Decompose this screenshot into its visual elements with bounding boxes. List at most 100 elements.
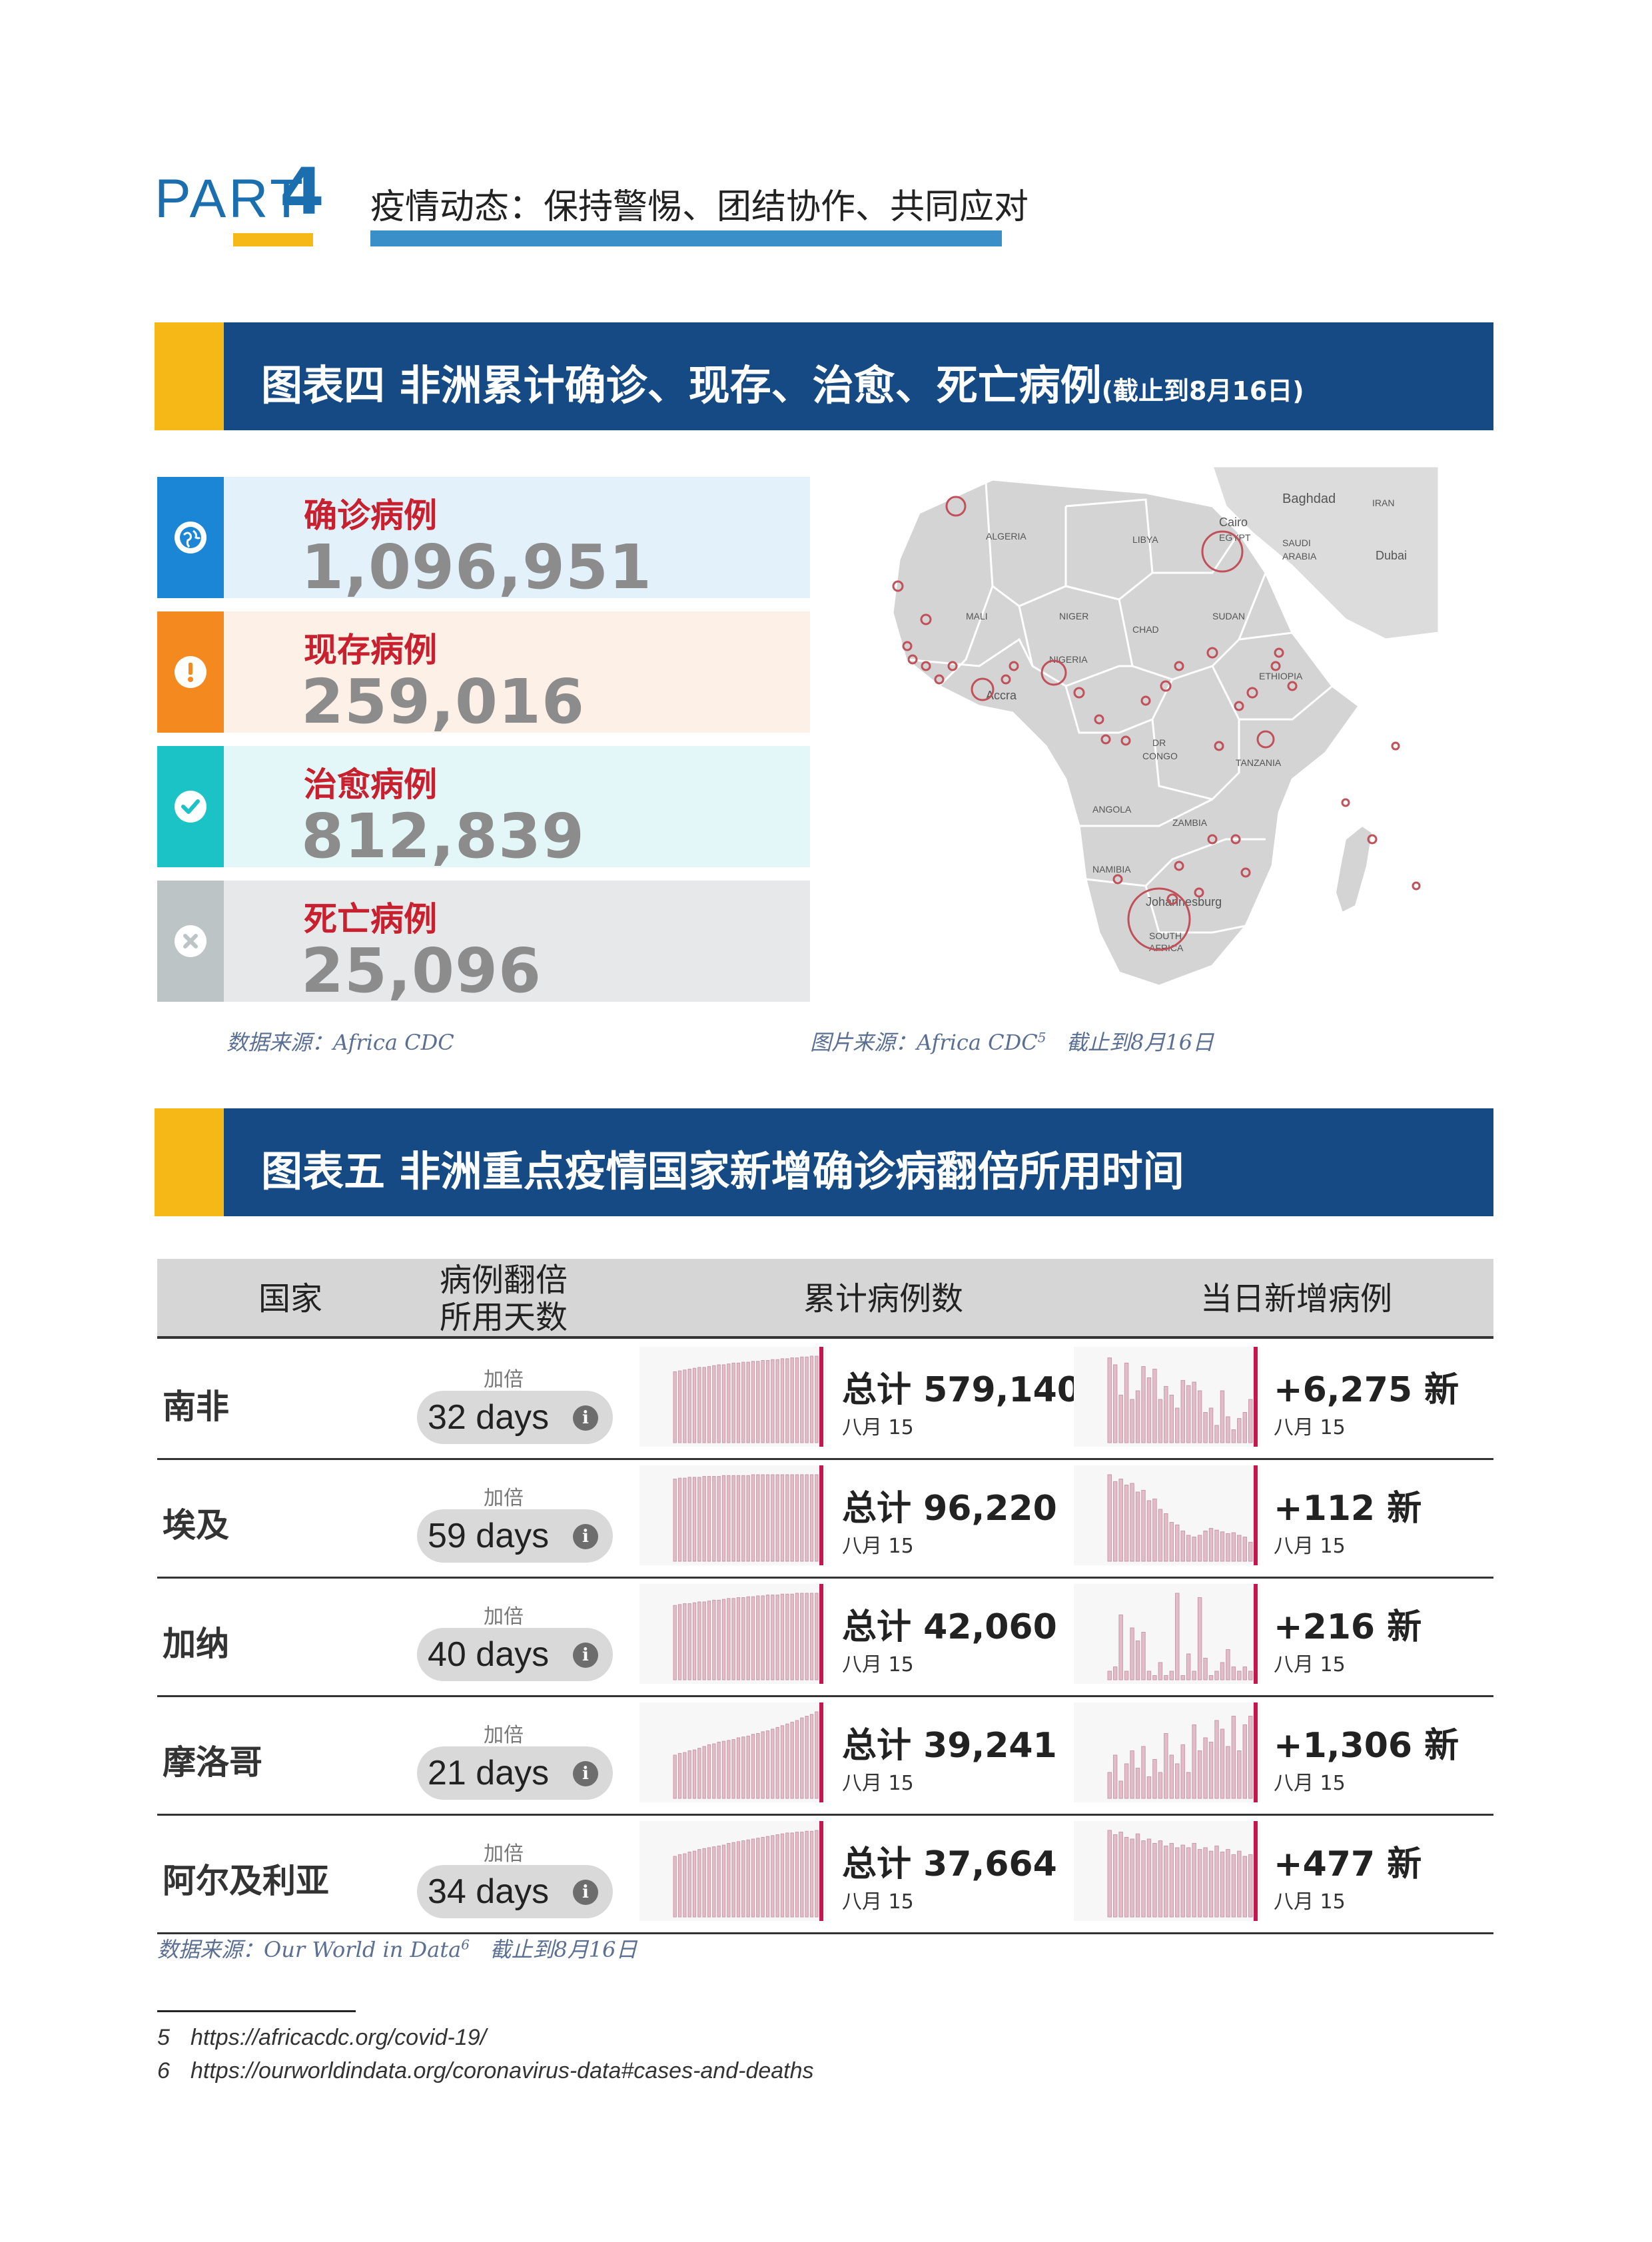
stat-card-label: 现存病例 [304, 631, 437, 669]
figure4-title: 图表四 非洲累计确诊、现存、治愈、死亡病例(截止到8月16日) [261, 352, 1304, 412]
sparkline-bar [761, 1595, 765, 1681]
sparkline-bar [1118, 1395, 1123, 1443]
sparkline-bar [1242, 1412, 1248, 1443]
sparkline-bar [1242, 1667, 1248, 1681]
sparkline-bar [702, 1848, 706, 1918]
sparkline-bar [1180, 1844, 1185, 1918]
country-name: 阿尔及利亚 [163, 1862, 329, 1900]
sparkline-bar [1203, 1847, 1208, 1918]
sparkline-bar [673, 1371, 677, 1443]
sparkline-bar [677, 1752, 682, 1799]
middle-east-shape [1211, 466, 1439, 641]
label-dubai: Dubai [1376, 549, 1407, 562]
footnote-link[interactable]: https://ourworldindata.org/coronavirus-d… [191, 2058, 814, 2083]
case-circle [1094, 714, 1104, 725]
case-circle [1240, 867, 1251, 878]
africa-shape [891, 478, 1361, 987]
stat-card-icon-box [157, 746, 224, 867]
sparkline-bar [751, 1596, 755, 1681]
sparkline-bar [746, 1475, 750, 1562]
sparkline-bar [790, 1832, 794, 1918]
sparkline-bar [1112, 1481, 1118, 1562]
case-circle [1230, 834, 1241, 845]
stat-card-value: 1,096,951 [301, 532, 652, 603]
info-icon[interactable]: i [573, 1880, 598, 1905]
cumulative-cases-sparkline [639, 1702, 826, 1802]
sparkline-bar [687, 1750, 691, 1799]
country-name: 埃及 [163, 1506, 229, 1545]
madagascar-shape [1334, 825, 1374, 914]
sparkline-bar [761, 1474, 765, 1562]
country-name: 加纳 [163, 1625, 229, 1663]
cumulative-cases-sparkline [639, 1584, 826, 1684]
table-row: 南非 加倍 32 days i 总计 579,140 八月 15 +6,275 新八月 15 [157, 1341, 1493, 1460]
label-angola: ANGOLA [1092, 804, 1132, 815]
case-circle [1127, 887, 1191, 951]
figure5-source-sup: 6 [461, 1936, 470, 1953]
info-icon[interactable]: i [573, 1524, 598, 1549]
sparkline-bar [780, 1593, 785, 1681]
sparkline-bar [727, 1363, 731, 1443]
sparkline-latest-marker [819, 1347, 823, 1447]
footnote-link[interactable]: https://africacdc.org/covid-19/ [191, 2025, 487, 2050]
sparkline-bar [1226, 1649, 1230, 1681]
sparkline-bar [746, 1839, 750, 1918]
sparkline-bar [683, 1603, 687, 1681]
sparkline-bar [692, 1367, 697, 1443]
sparkline-bar [1237, 1418, 1242, 1443]
figure5-data-source: 数据来源：Our World in Data6 截止到8月16日 [157, 1933, 637, 1964]
case-circle [1009, 661, 1019, 671]
info-icon[interactable]: i [573, 1761, 598, 1786]
label-mali: MALI [966, 611, 988, 621]
total-cases-date: 八月 15 [842, 1890, 914, 1914]
info-icon[interactable]: i [573, 1405, 598, 1431]
image-source-text: 图片来源：Africa CDC [810, 1030, 1038, 1055]
sparkline-bar [721, 1364, 726, 1443]
sparkline-bar [741, 1840, 745, 1918]
stat-card: 治愈病例 812,839 [157, 746, 810, 872]
sparkline-bar [746, 1361, 750, 1443]
sparkline-bar [1214, 1425, 1219, 1443]
info-icon[interactable]: i [573, 1643, 598, 1668]
sparkline-bar [712, 1476, 716, 1562]
sparkline-bar [780, 1833, 785, 1918]
sparkline-bar [736, 1737, 741, 1799]
new-cases-date: 八月 15 [1274, 1890, 1346, 1914]
sparkline-bar [1164, 1675, 1168, 1681]
sparkline-bar [1141, 1489, 1146, 1562]
new-cases: +6,275 新 [1274, 1370, 1459, 1410]
sparkline-bar [1214, 1720, 1219, 1799]
sparkline-bar [727, 1475, 731, 1562]
sparkline-bar [1146, 1776, 1152, 1799]
image-source-date: 截止到8月16日 [1066, 1030, 1214, 1055]
sparkline-bar [677, 1854, 682, 1918]
sparkline-bar [721, 1599, 726, 1681]
doubling-days-pill: 32 days i [417, 1391, 613, 1444]
doubling-days-value: 40 days [428, 1635, 550, 1674]
sparkline-bar [775, 1834, 779, 1918]
sparkline-bar [712, 1743, 716, 1799]
sparkline-bar [692, 1749, 697, 1799]
new-cases-date: 八月 15 [1274, 1416, 1346, 1439]
sparkline-bar [1169, 1395, 1174, 1443]
stat-card-label: 治愈病例 [304, 765, 437, 804]
sparkline-bar [736, 1597, 741, 1681]
doubling-days-value: 34 days [428, 1872, 550, 1911]
total-cases: 总计 42,060 [842, 1607, 1057, 1647]
sparkline-bar [1220, 1531, 1225, 1562]
sparkline-bar [800, 1356, 804, 1443]
table-row: 加纳 加倍 40 days i 总计 42,060 八月 15 +216 新八月 15 [157, 1579, 1493, 1697]
case-circle [1174, 661, 1184, 671]
section-title-underline [370, 230, 1002, 246]
sparkline-bar [765, 1360, 770, 1443]
sparkline-bar [1203, 1412, 1208, 1443]
sparkline-bar [1197, 1750, 1202, 1799]
sparkline-bar [1164, 1386, 1168, 1443]
sparkline-bar [771, 1359, 775, 1443]
sparkline-bar [731, 1598, 735, 1681]
sparkline-bar [1124, 1362, 1129, 1443]
sparkline-bar [795, 1357, 799, 1443]
sparkline-bar [765, 1836, 770, 1918]
total-cases: 总计 96,220 [842, 1489, 1057, 1529]
sparkline-bar [1135, 1390, 1140, 1443]
